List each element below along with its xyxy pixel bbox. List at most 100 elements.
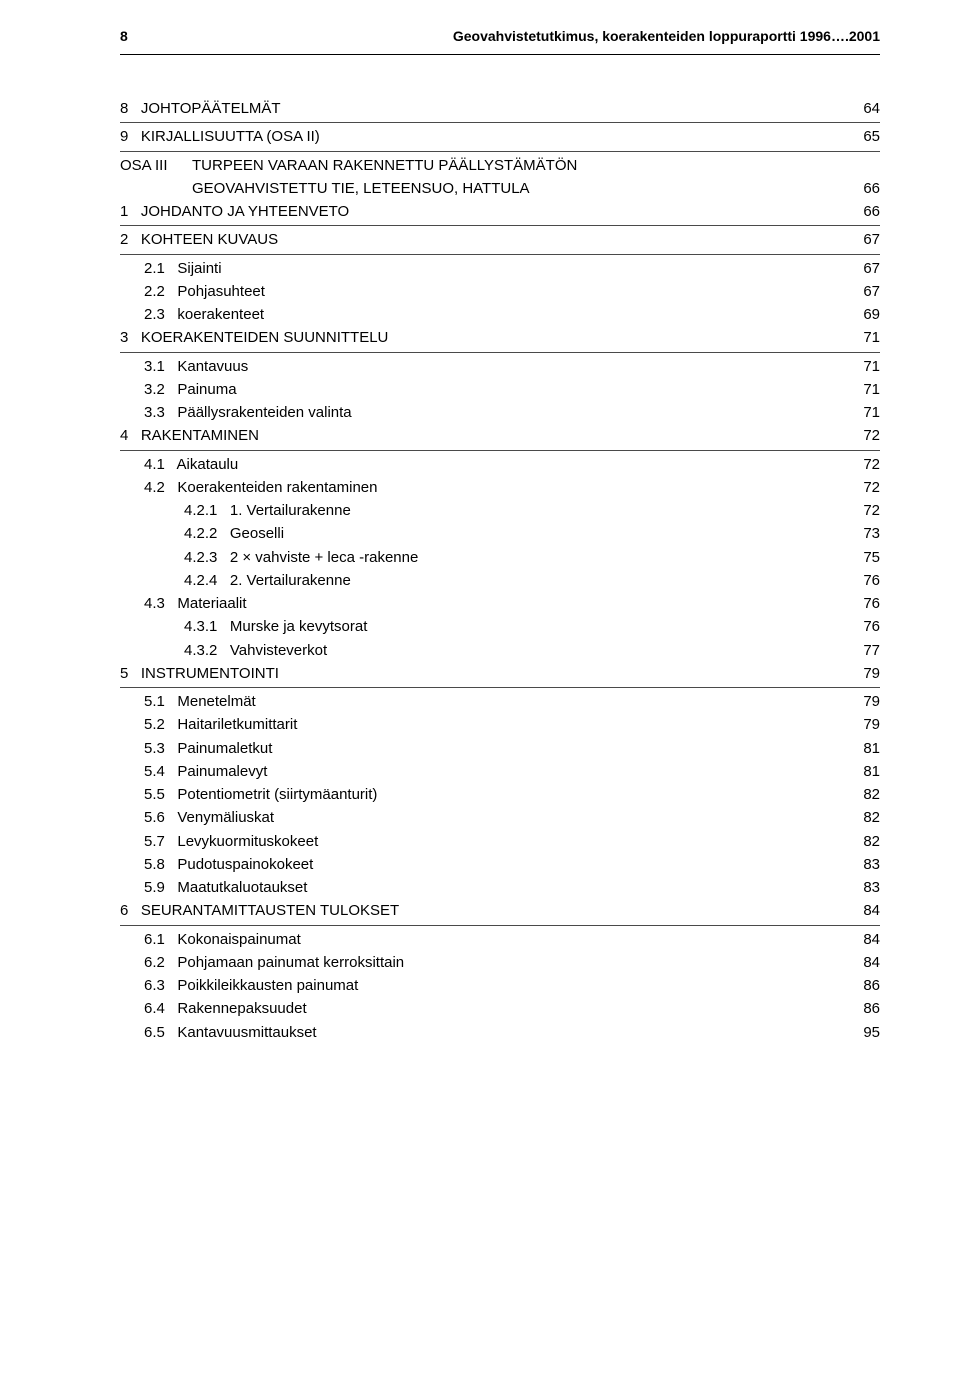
toc-entry-label: 4.2.2 Geoselli	[120, 522, 284, 545]
toc-row: 1 JOHDANTO JA YHTEENVETO 66	[120, 200, 880, 226]
toc-entry-label: 5 INSTRUMENTOINTI	[120, 662, 279, 685]
toc-entry-label: 6.5 Kantavuusmittaukset	[120, 1021, 317, 1044]
toc-entry-label: 5.9 Maatutkaluotaukset	[120, 876, 307, 899]
toc-entry-label: 6.2 Pohjamaan painumat kerroksittain	[120, 951, 404, 974]
toc-row: 4.2.3 2 × vahviste + leca -rakenne75	[120, 546, 880, 569]
toc-entry-page: 83	[840, 876, 880, 899]
toc-row: 3.3 Päällysrakenteiden valinta 71	[120, 401, 880, 424]
toc-row: 4.3.2 Vahvisteverkot 77	[120, 639, 880, 662]
toc-entry-label: 2 KOHTEEN KUVAUS	[120, 228, 278, 251]
toc-row: 6.3 Poikkileikkausten painumat86	[120, 974, 880, 997]
toc-entry-page: 66	[840, 200, 880, 223]
toc-row: 4.2.2 Geoselli 73	[120, 522, 880, 545]
toc-entry-page: 72	[840, 453, 880, 476]
toc-row: 3.1 Kantavuus 71	[120, 355, 880, 378]
toc-osa-prefix: OSA III	[120, 154, 192, 201]
toc-entry-page: 86	[840, 974, 880, 997]
toc-entry-label: 4.3.1 Murske ja kevytsorat	[120, 615, 367, 638]
page-number: 8	[120, 28, 128, 44]
toc-osa-block: OSA IIITURPEEN VARAAN RAKENNETTU PÄÄLLYS…	[120, 154, 880, 201]
toc-row: 6.4 Rakennepaksuudet 86	[120, 997, 880, 1020]
toc-osa-page: 66	[840, 177, 880, 200]
toc-entry-label: 4.1 Aikataulu	[120, 453, 238, 476]
toc-entry-page: 95	[840, 1021, 880, 1044]
toc-entry-page: 82	[840, 830, 880, 853]
header-rule	[120, 54, 880, 55]
toc-entry-page: 64	[840, 97, 880, 120]
toc-entry-label: 9 KIRJALLISUUTTA (OSA II)	[120, 125, 320, 148]
toc-entry-page: 71	[840, 355, 880, 378]
running-title: Geovahvistetutkimus, koerakenteiden lopp…	[453, 28, 880, 44]
toc-entry-label: 3.2 Painuma	[120, 378, 237, 401]
toc-row: 5.9 Maatutkaluotaukset 83	[120, 876, 880, 899]
toc-entry-page: 76	[840, 569, 880, 592]
document-page: 8 Geovahvistetutkimus, koerakenteiden lo…	[0, 0, 960, 1084]
toc-row: 5.5 Potentiometrit (siirtymäanturit)82	[120, 783, 880, 806]
toc-row: 5.6 Venymäliuskat 82	[120, 806, 880, 829]
toc-entry-label: 4.3 Materiaalit	[120, 592, 247, 615]
toc-row: 2.3 koerakenteet 69	[120, 303, 880, 326]
toc-entry-label: 5.3 Painumaletkut	[120, 737, 272, 760]
table-of-contents: 8 JOHTOPÄÄTELMÄT 64 9 KIRJALLISUUTTA (OSA …	[120, 97, 880, 1044]
toc-row: 3.2 Painuma 71	[120, 378, 880, 401]
toc-entry-label: 5.7 Levykuormituskokeet	[120, 830, 318, 853]
running-header: 8 Geovahvistetutkimus, koerakenteiden lo…	[120, 28, 880, 44]
toc-row: 3 KOERAKENTEIDEN SUUNNITTELU71	[120, 326, 880, 352]
toc-entry-page: 71	[840, 378, 880, 401]
toc-entry-label: 4.2.1 1. Vertailurakenne	[120, 499, 351, 522]
toc-entry-page: 72	[840, 424, 880, 447]
toc-entry-label: 4.3.2 Vahvisteverkot	[120, 639, 327, 662]
toc-entry-label: 6 SEURANTAMITTAUSTEN TULOKSET	[120, 899, 399, 922]
toc-entry-page: 81	[840, 737, 880, 760]
toc-entry-page: 67	[840, 257, 880, 280]
toc-entry-label: 1 JOHDANTO JA YHTEENVETO	[120, 200, 349, 223]
toc-entry-page: 71	[840, 401, 880, 424]
toc-row: 5.2 Haitariletkumittarit 79	[120, 713, 880, 736]
toc-row: 5 INSTRUMENTOINTI79	[120, 662, 880, 688]
toc-entry-label: 5.8 Pudotuspainokokeet	[120, 853, 313, 876]
toc-entry-page: 69	[840, 303, 880, 326]
toc-entry-page: 86	[840, 997, 880, 1020]
toc-entry-label: 5.6 Venymäliuskat	[120, 806, 274, 829]
toc-entry-label: 6.1 Kokonaispainumat	[120, 928, 301, 951]
toc-entry-page: 79	[840, 713, 880, 736]
toc-entry-label: 3 KOERAKENTEIDEN SUUNNITTELU	[120, 326, 388, 349]
toc-entry-label: 3.3 Päällysrakenteiden valinta	[120, 401, 352, 424]
toc-entry-page: 72	[840, 476, 880, 499]
toc-row: 6.1 Kokonaispainumat 84	[120, 928, 880, 951]
toc-entry-page: 73	[840, 522, 880, 545]
toc-entry-label: 2.3 koerakenteet	[120, 303, 264, 326]
toc-row: 4.3 Materiaalit 76	[120, 592, 880, 615]
toc-entry-page: 84	[840, 899, 880, 922]
toc-row: 6.5 Kantavuusmittaukset 95	[120, 1021, 880, 1044]
toc-row: 2.2 Pohjasuhteet67	[120, 280, 880, 303]
toc-row: 4.2.4 2. Vertailurakenne76	[120, 569, 880, 592]
toc-row: 4.3.1 Murske ja kevytsorat 76	[120, 615, 880, 638]
toc-entry-label: 5.5 Potentiometrit (siirtymäanturit)	[120, 783, 377, 806]
toc-entry-page: 76	[840, 592, 880, 615]
toc-entry-page: 72	[840, 499, 880, 522]
toc-row: 8 JOHTOPÄÄTELMÄT 64	[120, 97, 880, 123]
toc-entry-label: 8 JOHTOPÄÄTELMÄT	[120, 97, 281, 120]
toc-entry-label: 4.2 Koerakenteiden rakentaminen	[120, 476, 378, 499]
toc-entry-page: 77	[840, 639, 880, 662]
toc-row: 5.4 Painumalevyt81	[120, 760, 880, 783]
toc-osa-title: TURPEEN VARAAN RAKENNETTU PÄÄLLYSTÄMÄTÖN…	[192, 154, 840, 201]
toc-entry-label: 6.4 Rakennepaksuudet	[120, 997, 307, 1020]
toc-entry-page: 84	[840, 951, 880, 974]
toc-row: 5.7 Levykuormituskokeet 82	[120, 830, 880, 853]
toc-entry-page: 82	[840, 806, 880, 829]
toc-entry-label: 3.1 Kantavuus	[120, 355, 248, 378]
toc-entry-label: 5.2 Haitariletkumittarit	[120, 713, 297, 736]
toc-entry-page: 84	[840, 928, 880, 951]
toc-entry-page: 65	[840, 125, 880, 148]
toc-row: 5.3 Painumaletkut 81	[120, 737, 880, 760]
toc-row: 2.1 Sijainti 67	[120, 257, 880, 280]
toc-row: 4.2 Koerakenteiden rakentaminen 72	[120, 476, 880, 499]
toc-entry-page: 79	[840, 690, 880, 713]
toc-row: 5.1 Menetelmät79	[120, 690, 880, 713]
toc-row: 4 RAKENTAMINEN72	[120, 424, 880, 450]
toc-row: 9 KIRJALLISUUTTA (OSA II) 65	[120, 125, 880, 151]
toc-entry-page: 76	[840, 615, 880, 638]
toc-entry-label: 2.1 Sijainti	[120, 257, 222, 280]
